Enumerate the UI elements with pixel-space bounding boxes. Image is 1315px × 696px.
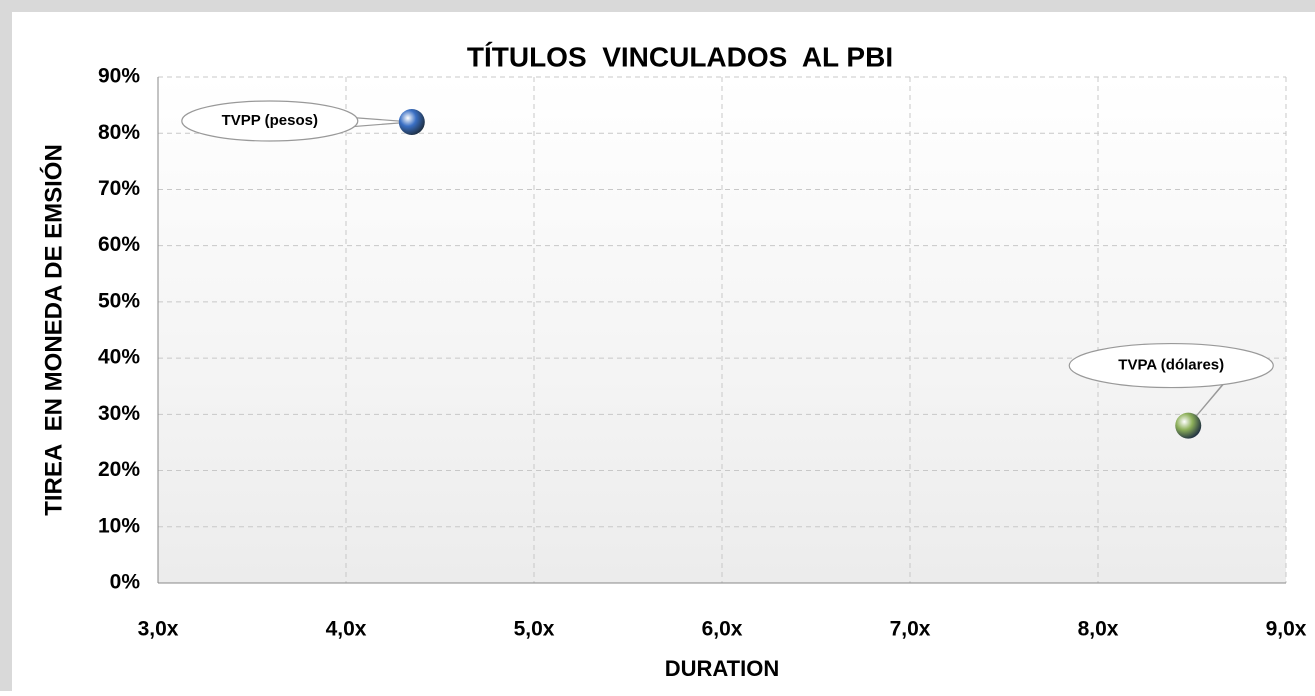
y-tick-label: 0% xyxy=(110,571,141,594)
y-tick-label: 80% xyxy=(98,121,140,144)
callout xyxy=(181,100,359,142)
point xyxy=(398,108,425,135)
x-tick-label: 3,0x xyxy=(138,618,179,641)
data-label: TVPA (dólares) xyxy=(1118,357,1224,374)
x-tick-label: 5,0x xyxy=(514,618,555,641)
y-tick-label: 10% xyxy=(98,514,140,537)
y-tick-label: 70% xyxy=(98,177,140,200)
y-tick-label: 30% xyxy=(98,402,140,425)
data-label: TVPP (pesos) xyxy=(222,112,318,129)
x-tick-label: 9,0x xyxy=(1266,618,1307,641)
x-axis-label: DURATION xyxy=(665,656,779,681)
x-tick-label: 4,0x xyxy=(326,618,367,641)
y-tick-label: 60% xyxy=(98,233,140,256)
x-tick-label: 7,0x xyxy=(890,618,931,641)
y-tick-label: 20% xyxy=(98,458,140,481)
y-axis-label: TIREA EN MONEDA DE EMSIÓN xyxy=(39,144,67,516)
y-tick-label: 40% xyxy=(98,346,140,369)
x-tick-label: 6,0x xyxy=(702,618,743,641)
callout xyxy=(1068,342,1274,389)
x-tick-label: 8,0x xyxy=(1078,618,1119,641)
y-tick-label: 90% xyxy=(98,65,140,88)
chart-title: TÍTULOS VINCULADOS AL PBI xyxy=(467,41,893,72)
point xyxy=(1175,412,1202,439)
y-tick-label: 50% xyxy=(98,289,140,312)
